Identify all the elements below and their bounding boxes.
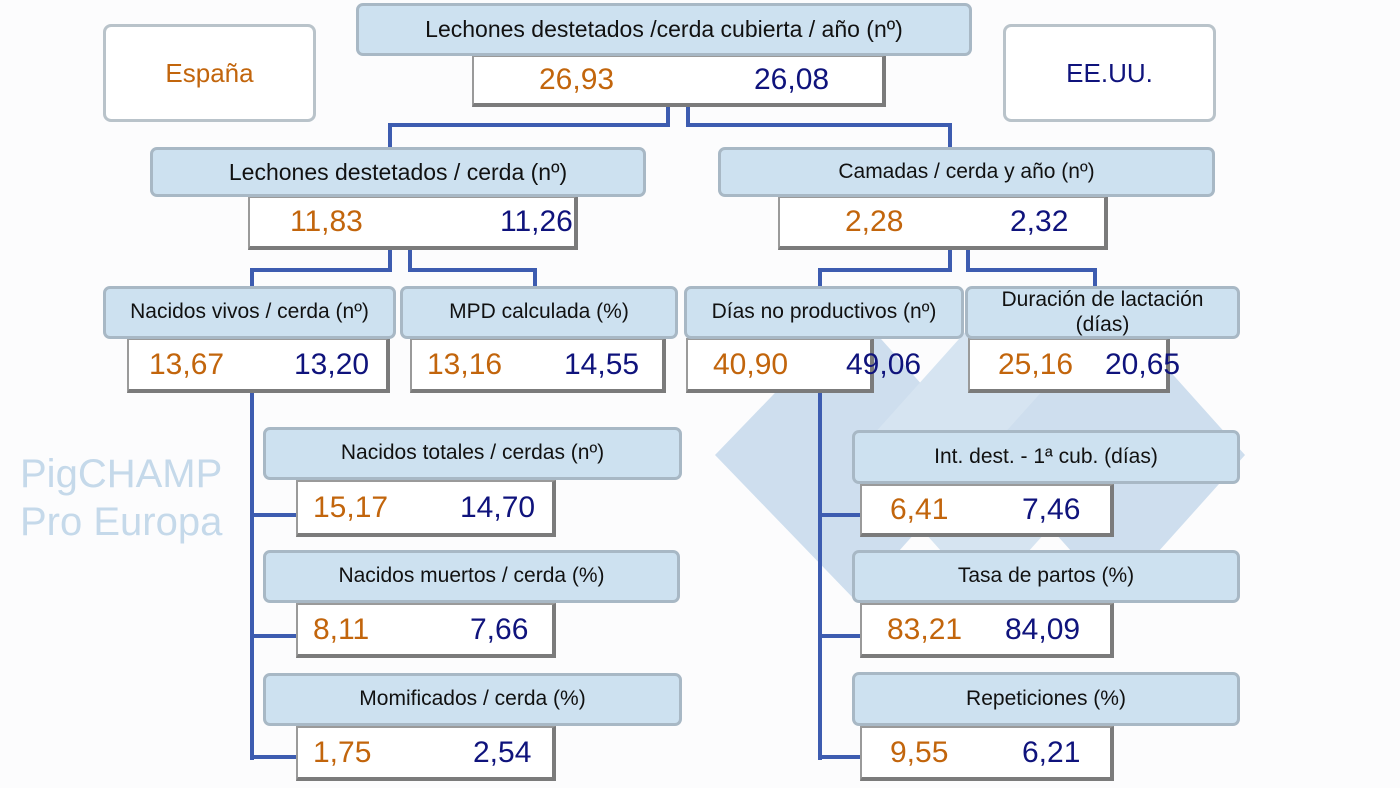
connector-line [818,755,862,759]
connector-line [666,105,670,127]
connector-line [533,268,537,288]
node-values-born-alive: 13,67 13,20 [127,338,390,393]
node-header-wean-to-service: Int. dest. - 1ª cub. (días) [852,430,1240,484]
connector-line [818,268,822,288]
node-header-weaned-per-sow: Lechones destetados / cerda (nº) [150,147,646,197]
usa-value: 7,46 [1022,492,1081,526]
node-values-lactation: 25,16 20,65 [968,338,1180,393]
node-values-mummified: 1,75 2,54 [296,726,556,781]
usa-value: 11,26 [500,205,573,238]
connector-line [818,393,822,760]
connector-line [250,268,392,272]
node-header-mummified: Momificados / cerda (%) [263,673,682,726]
node-values-total-born: 15,17 14,70 [296,480,556,537]
node-values-repeats: 9,55 6,21 [860,726,1114,781]
connector-line [388,123,670,127]
spain-value: 6,41 [890,492,949,526]
node-header-total-born: Nacidos totales / cerdas (nº) [263,427,682,480]
spain-value: 8,11 [313,612,370,646]
connector-line [250,268,254,288]
watermark-text: PigCHAMP Pro Europa [20,452,223,544]
legend-usa: EE.UU. [1003,24,1216,122]
legend-usa-label: EE.UU. [1066,57,1153,88]
spain-value: 26,93 [539,63,615,96]
connector-line [818,268,952,272]
spain-value: 2,28 [845,205,904,238]
node-values-wean-to-service: 6,41 7,46 [860,484,1114,537]
usa-value: 14,70 [460,490,536,524]
usa-value: 6,21 [1022,735,1081,769]
spain-value: 1,75 [313,735,372,769]
usa-value: 84,09 [1005,612,1081,646]
node-header-litters-per-sow-year: Camadas / cerda y año (nº) [718,147,1215,197]
node-values-weaned-per-sow-year: 26,93 26,08 [472,55,886,107]
node-header-mpd: MPD calculada (%) [400,286,678,339]
legend-spain-label: España [165,57,254,88]
connector-line [966,268,1097,272]
connector-line [948,250,952,272]
spain-value: 9,55 [890,735,949,769]
connector-line [686,123,952,127]
node-header-born-alive: Nacidos vivos / cerda (nº) [103,286,396,339]
connector-line [408,250,412,272]
connector-line [250,513,298,517]
connector-line [408,268,537,272]
node-values-stillborn: 8,11 7,66 [296,603,556,658]
node-header-weaned-per-sow-year: Lechones destetados /cerda cubierta / añ… [356,3,972,56]
spain-value: 13,16 [427,347,503,381]
legend-spain: España [103,24,316,122]
usa-value: 7,66 [470,612,529,646]
connector-line [686,105,690,127]
node-values-mpd: 13,16 14,55 [410,338,666,393]
connector-line [388,123,392,149]
connector-line [818,513,862,517]
connector-line [1093,268,1097,288]
node-header-stillborn: Nacidos muertos / cerda (%) [263,550,680,603]
usa-value: 20,65 [1105,347,1181,381]
usa-value: 14,55 [564,347,640,381]
connector-line [818,634,862,638]
spain-value: 13,67 [149,347,225,381]
node-header-npd: Días no productivos (nº) [684,286,964,339]
usa-value: 26,08 [754,63,830,96]
usa-value: 2,54 [473,735,532,769]
connector-line [948,123,952,149]
spain-value: 11,83 [290,205,363,238]
node-values-weaned-per-sow: 11,83 11,26 [248,196,578,250]
spain-value: 25,16 [998,347,1074,381]
connector-line [250,634,298,638]
node-values-farrowing-rate: 83,21 84,09 [860,603,1114,658]
node-header-lactation: Duración de lactación (días) [965,286,1240,339]
node-values-litters-per-sow-year: 2,28 2,32 [778,196,1108,250]
spain-value: 83,21 [887,612,963,646]
node-values-npd: 40,90 49,06 [686,338,921,393]
usa-value: 2,32 [1010,205,1069,238]
connector-line [966,250,970,272]
node-header-farrowing-rate: Tasa de partos (%) [852,550,1240,603]
node-header-repeats: Repeticiones (%) [852,672,1240,726]
connector-line [388,250,392,272]
usa-value: 13,20 [294,347,370,381]
usa-value: 49,06 [846,347,922,381]
spain-value: 15,17 [313,490,389,524]
connector-line [250,755,298,759]
connector-line [250,393,254,760]
spain-value: 40,90 [713,347,789,381]
